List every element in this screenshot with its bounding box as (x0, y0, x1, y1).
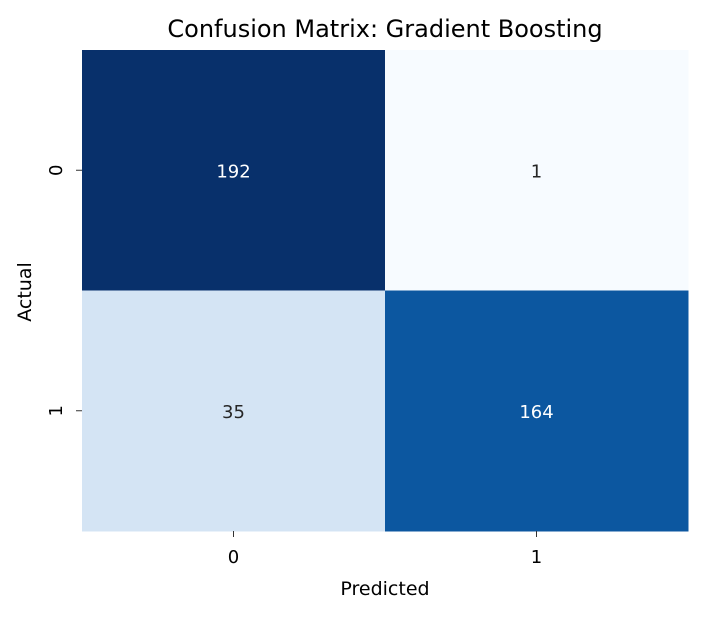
y-axis-label: Actual (14, 262, 36, 322)
heatmap-cells (82, 50, 689, 532)
cell-value-r1-c1: 164 (519, 402, 553, 423)
y-tick-label-1: 1 (46, 405, 67, 416)
cell-value-r0-c1: 1 (531, 161, 542, 182)
heatmap-cell-r1-c1 (385, 290, 689, 532)
chart-title: Confusion Matrix: Gradient Boosting (167, 15, 602, 43)
x-tick-label-1: 1 (531, 547, 542, 568)
heatmap-cell-r1-c0 (82, 290, 386, 532)
heatmap-cell-labels: 192 1 35 164 (216, 161, 553, 423)
cell-value-r1-c0: 35 (222, 402, 245, 423)
heatmap-cell-r0-c0 (82, 50, 386, 291)
x-tick-label-0: 0 (228, 547, 239, 568)
x-axis-label: Predicted (340, 578, 429, 600)
heatmap-cell-r0-c1 (385, 50, 689, 291)
y-axis-ticks: 01 (46, 165, 82, 416)
y-tick-label-0: 0 (46, 165, 67, 176)
cell-value-r0-c0: 192 (216, 161, 250, 182)
